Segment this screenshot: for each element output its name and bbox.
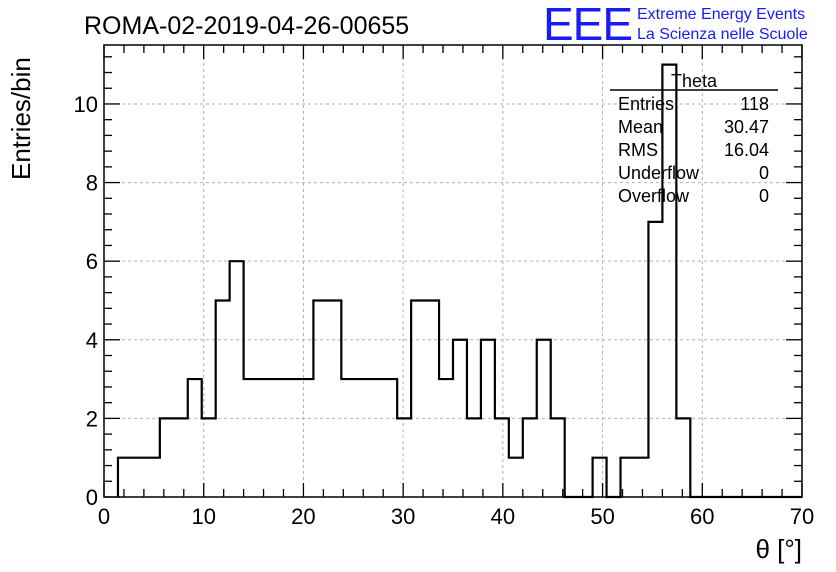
histogram-bin (397, 418, 411, 497)
histogram-bin (244, 379, 258, 497)
histogram-bin (188, 379, 202, 497)
eee-logo: EEE Extreme Energy Events La Scienza nel… (543, 0, 808, 50)
histogram-bin (676, 418, 690, 497)
histogram-bin (509, 458, 523, 497)
histogram-series (116, 63, 802, 499)
y-tick-label: 2 (86, 406, 98, 431)
stats-row-label: Overflow (618, 186, 690, 206)
histogram-bin (174, 418, 188, 497)
y-tick-label: 6 (86, 249, 98, 274)
histogram-bin (439, 379, 453, 497)
histogram-bin (355, 379, 369, 497)
x-tick-label: 60 (690, 504, 714, 529)
plot-frame-rect (103, 44, 803, 498)
histogram-bin (313, 300, 327, 497)
histogram-bin (425, 300, 439, 497)
histogram-bin (285, 379, 299, 497)
histogram-bin (634, 458, 648, 497)
histogram-outline (116, 63, 802, 499)
y-tick-label: 8 (86, 171, 98, 196)
histogram-bin (299, 379, 313, 497)
histogram-bin (523, 418, 537, 497)
logo-mark: EEE (543, 0, 632, 50)
y-axis-label: Entries/bin (6, 57, 36, 180)
x-axis-label: θ [°] (755, 534, 802, 564)
stats-rows: Entries 118 Mean 30.47 RMS 16.04 Underflow 0 Ove… (618, 94, 769, 206)
histogram-bin (369, 379, 383, 497)
stats-row-value: 30.47 (724, 117, 769, 137)
axis-ticks (103, 45, 803, 498)
stats-row-value: 0 (759, 163, 769, 183)
stats-box: Theta Entries 118 Mean 30.47 RMS 16.04 Underfl… (610, 71, 778, 206)
histogram-bin (341, 379, 355, 497)
histogram-bin (383, 379, 397, 497)
stats-box-title: Theta (671, 71, 718, 91)
x-tick-label: 50 (590, 504, 614, 529)
y-tick-label: 10 (74, 92, 98, 117)
histogram-bin (467, 418, 481, 497)
stats-row-value: 16.04 (724, 140, 769, 160)
histogram-bin (230, 261, 244, 497)
stats-row-value: 0 (759, 186, 769, 206)
histogram-bin (411, 300, 425, 497)
x-tick-label: 0 (98, 504, 110, 529)
histogram-bin (146, 458, 160, 497)
x-tick-label: 40 (491, 504, 515, 529)
histogram-bin (160, 418, 174, 497)
x-tick-label: 20 (291, 504, 315, 529)
histogram-bin (216, 300, 230, 497)
stats-row-label: Entries (618, 94, 674, 114)
x-tick-label: 10 (191, 504, 215, 529)
plot-frame (103, 44, 803, 498)
y-tick-label: 0 (86, 485, 98, 510)
tick-labels: 0 10 20 30 40 50 60 70 0 2 4 6 8 10 (74, 92, 815, 529)
logo-line-1: Extreme Energy Events (637, 6, 805, 23)
grid (104, 45, 802, 497)
histogram-bin (272, 379, 286, 497)
histogram-bin (118, 458, 132, 497)
x-tick-label: 30 (391, 504, 415, 529)
stats-row-value: 118 (740, 94, 769, 114)
chart-title: ROMA-02-2019-04-26-00655 (84, 12, 409, 40)
x-tick-label: 70 (790, 504, 814, 529)
stats-row-label: Underflow (618, 163, 700, 183)
stats-row-label: RMS (618, 140, 658, 160)
histogram-bin (258, 379, 272, 497)
y-tick-label: 4 (86, 328, 98, 353)
logo-line-2: La Scienza nelle Scuole (637, 26, 808, 43)
stats-row-label: Mean (618, 117, 663, 137)
histogram-bin (327, 300, 341, 497)
histogram-bin (662, 65, 676, 497)
histogram-bin (551, 418, 565, 497)
histogram-bin (648, 222, 662, 497)
histogram-bin (495, 418, 509, 497)
histogram-bin (593, 458, 607, 497)
